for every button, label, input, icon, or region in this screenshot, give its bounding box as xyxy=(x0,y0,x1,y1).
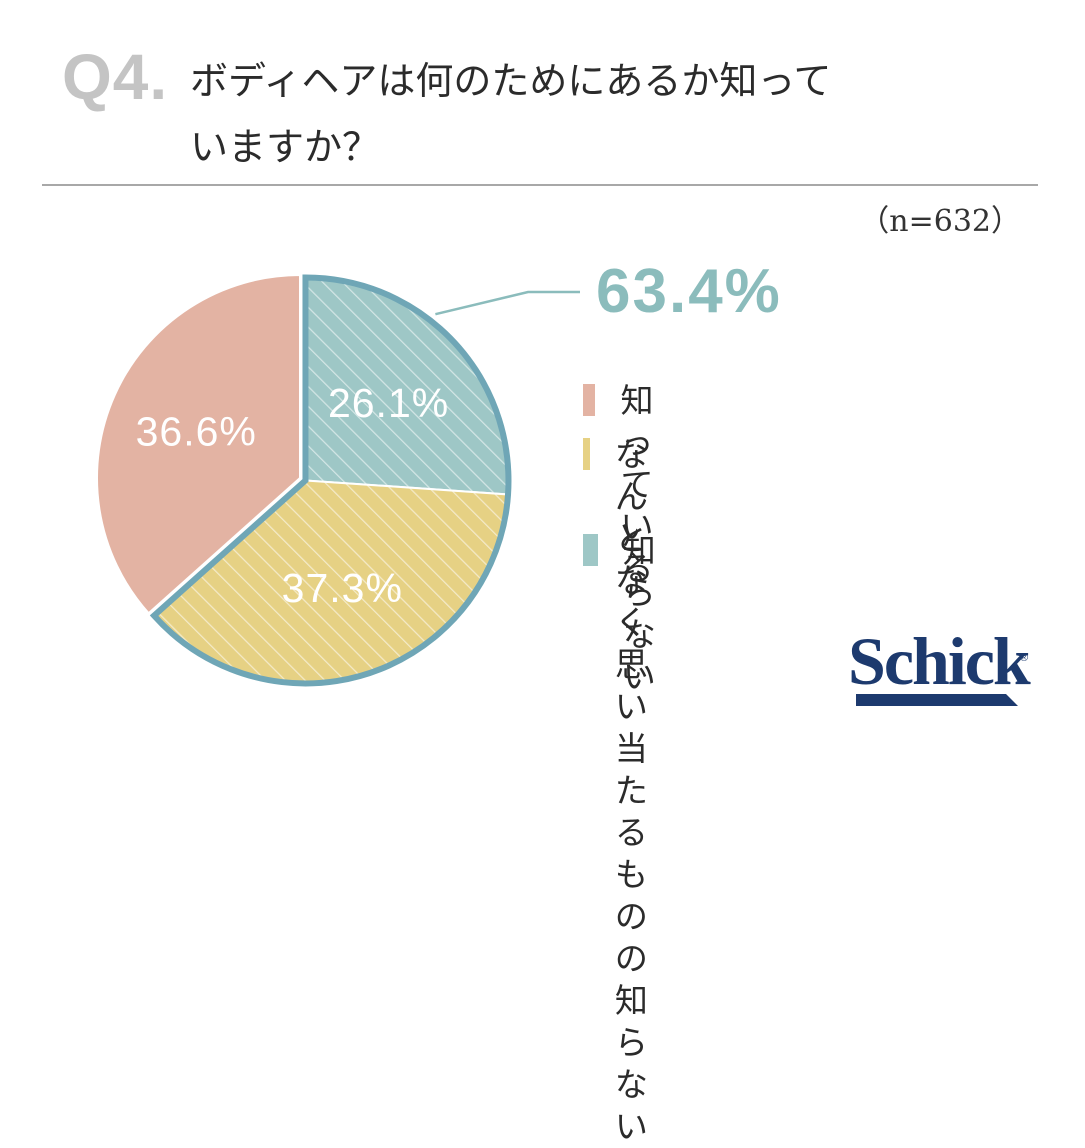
pie-slice-hatch-1 xyxy=(154,480,508,684)
legend-label-dont-know: 知らない xyxy=(623,530,677,698)
legend-swatch-dont-know xyxy=(583,534,598,566)
legend-swatch-know xyxy=(583,384,596,416)
legend-swatch-vaguely xyxy=(583,438,590,470)
legend-item-dont-know: 知らない xyxy=(583,530,677,698)
question-line-1: ボディヘアは何のためにあるか知って xyxy=(190,59,832,103)
pie-chart: 26.1% 37.3% 36.6% 63.4% xyxy=(96,257,782,687)
sample-size: （n=632） xyxy=(859,204,1021,239)
question-number: Q4. xyxy=(62,41,169,113)
pie-slice-2 xyxy=(96,273,301,615)
legend-label-know: 知っている xyxy=(620,380,677,590)
highlight-total: 63.4% xyxy=(596,257,782,326)
logo-registered-mark: ® xyxy=(1020,652,1029,664)
slice-label-1: 37.3% xyxy=(282,565,403,611)
question-line-2: いますか？ xyxy=(190,125,381,169)
legend-label-know-line: 知っている xyxy=(620,381,654,588)
divider xyxy=(42,184,1038,186)
highlight-callout-line xyxy=(435,290,580,316)
question-text: ボディヘアは何のためにあるか知って いますか？ xyxy=(190,48,970,180)
logo-text: Schick xyxy=(848,623,1031,699)
legend-item-know: 知っている xyxy=(583,380,677,590)
slice-label-2: 36.6% xyxy=(136,409,257,455)
logo-underline xyxy=(856,694,1018,706)
pie-slice-hatch-0 xyxy=(305,277,509,495)
legend-label-vaguely-line-2: ものの知らない xyxy=(614,855,648,1146)
pie-group-outline xyxy=(149,274,512,687)
slice-label-0: 26.1% xyxy=(328,380,449,426)
legend-label-dont-know-line: 知らない xyxy=(622,531,656,696)
schick-logo: Schick ® xyxy=(848,622,1031,706)
